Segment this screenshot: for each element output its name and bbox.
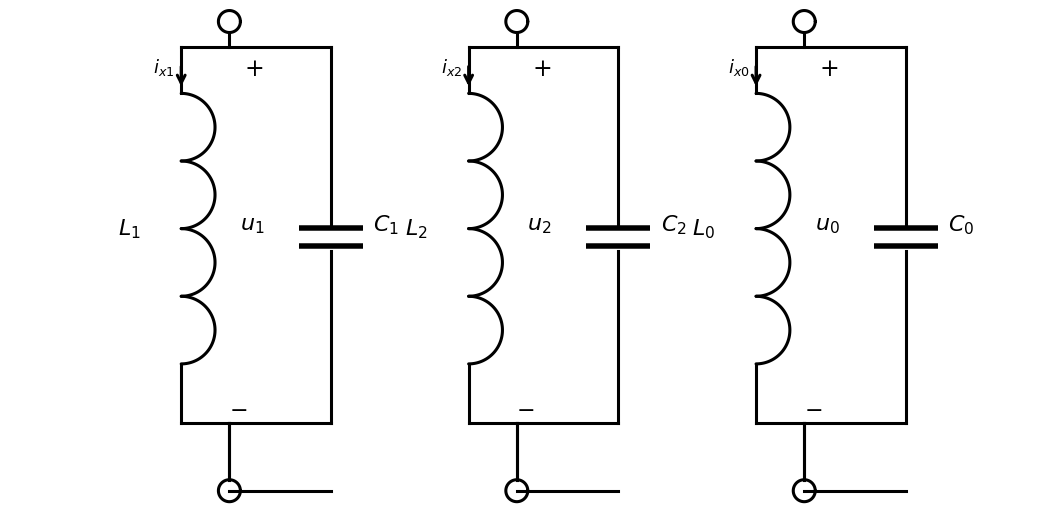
Text: $i_{x1}$: $i_{x1}$ xyxy=(154,56,175,78)
Text: $-$: $-$ xyxy=(229,397,247,419)
Text: $i_{x0}$: $i_{x0}$ xyxy=(728,56,750,78)
Text: $u_1$: $u_1$ xyxy=(240,214,265,236)
Text: $L_0$: $L_0$ xyxy=(693,217,716,241)
Text: $-$: $-$ xyxy=(516,397,535,419)
Text: $C_0$: $C_0$ xyxy=(948,213,974,237)
Text: $u_2$: $u_2$ xyxy=(527,214,552,236)
Text: $i_{x2}$: $i_{x2}$ xyxy=(441,56,462,78)
Text: $C_1$: $C_1$ xyxy=(373,213,399,237)
Text: +: + xyxy=(820,58,840,80)
Text: $L_1$: $L_1$ xyxy=(118,217,141,241)
Text: $u_0$: $u_0$ xyxy=(814,214,840,236)
Text: +: + xyxy=(245,58,265,80)
Text: $L_2$: $L_2$ xyxy=(406,217,428,241)
Text: $-$: $-$ xyxy=(804,397,822,419)
Text: $C_2$: $C_2$ xyxy=(661,213,686,237)
Text: +: + xyxy=(533,58,552,80)
